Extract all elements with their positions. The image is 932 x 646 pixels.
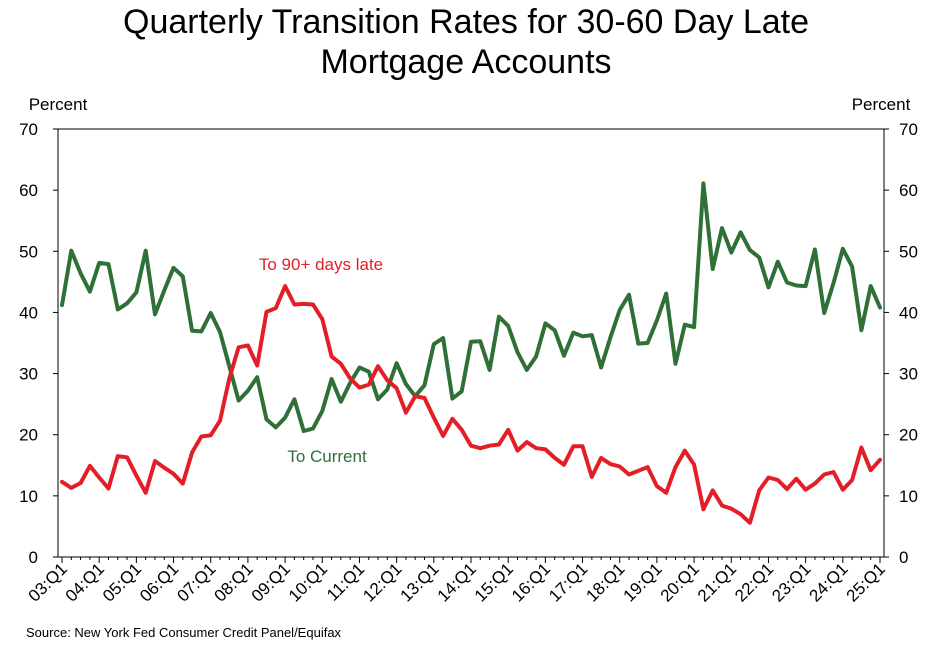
y-tick-label-right: 50 — [899, 242, 918, 261]
y-tick-label-right: 20 — [899, 426, 918, 445]
y-tick-label-left: 30 — [19, 365, 38, 384]
x-tick-label: 10:Q1 — [285, 559, 331, 605]
y-tick-label-right: 10 — [899, 487, 918, 506]
y-tick-label-right: 40 — [899, 303, 918, 322]
x-tick-label: 06:Q1 — [136, 559, 182, 605]
x-tick-label: 20:Q1 — [657, 559, 703, 605]
y-tick-label-right: 30 — [899, 365, 918, 384]
x-tick-label: 24:Q1 — [805, 559, 851, 605]
y-tick-label-left: 20 — [19, 426, 38, 445]
series-lines — [60, 181, 882, 525]
series-label-to-current: To Current — [287, 447, 367, 466]
y-tick-label-left: 50 — [19, 242, 38, 261]
x-tick-label: 07:Q1 — [173, 559, 219, 605]
chart-title: Quarterly Transition Rates for 30-60 Day… — [0, 2, 932, 82]
x-tick-label: 09:Q1 — [248, 559, 294, 605]
source-note: Source: New York Fed Consumer Credit Pan… — [26, 625, 342, 640]
x-tick-label: 05:Q1 — [99, 559, 145, 605]
x-tick-label: 18:Q1 — [582, 559, 628, 605]
y-tick-label-right: 70 — [899, 120, 918, 139]
x-tick-label: 11:Q1 — [323, 559, 368, 604]
x-tick-label: 17:Q1 — [545, 559, 591, 605]
chart-title-line-2: Mortgage Accounts — [320, 43, 612, 81]
series-label-to-90-days: To 90+ days late — [259, 255, 383, 274]
x-tick-label: 08:Q1 — [211, 559, 257, 605]
x-tick-label: 16:Q1 — [508, 559, 554, 605]
chart-title-line-1: Quarterly Transition Rates for 30-60 Day… — [123, 3, 809, 41]
x-tick-label: 04:Q1 — [62, 559, 108, 605]
series-line-to-current — [60, 181, 882, 433]
x-tick-label: 14:Q1 — [434, 559, 480, 605]
y-tick-label-right: 60 — [899, 181, 918, 200]
x-tick-label: 13:Q1 — [396, 559, 442, 605]
x-tick-label: 25:Q1 — [843, 559, 889, 605]
y-tick-label-left: 60 — [19, 181, 38, 200]
left-axis-unit: Percent — [29, 95, 88, 114]
x-tick-label: 21:Q1 — [694, 559, 740, 605]
y-tick-label-left: 0 — [29, 548, 38, 567]
x-tick-label: 22:Q1 — [731, 559, 777, 605]
x-tick-label: 15:Q1 — [471, 559, 517, 605]
y-tick-label-right: 0 — [899, 548, 908, 567]
y-tick-label-left: 70 — [19, 120, 38, 139]
y-tick-label-left: 10 — [19, 487, 38, 506]
y-tick-label-left: 40 — [19, 303, 38, 322]
x-tick-label: 12:Q1 — [359, 559, 405, 605]
right-axis-unit: Percent — [852, 95, 911, 114]
series-line-to-90-days-late — [60, 284, 882, 525]
x-tick-label: 23:Q1 — [768, 559, 814, 605]
x-tick-label: 19:Q1 — [620, 559, 666, 605]
